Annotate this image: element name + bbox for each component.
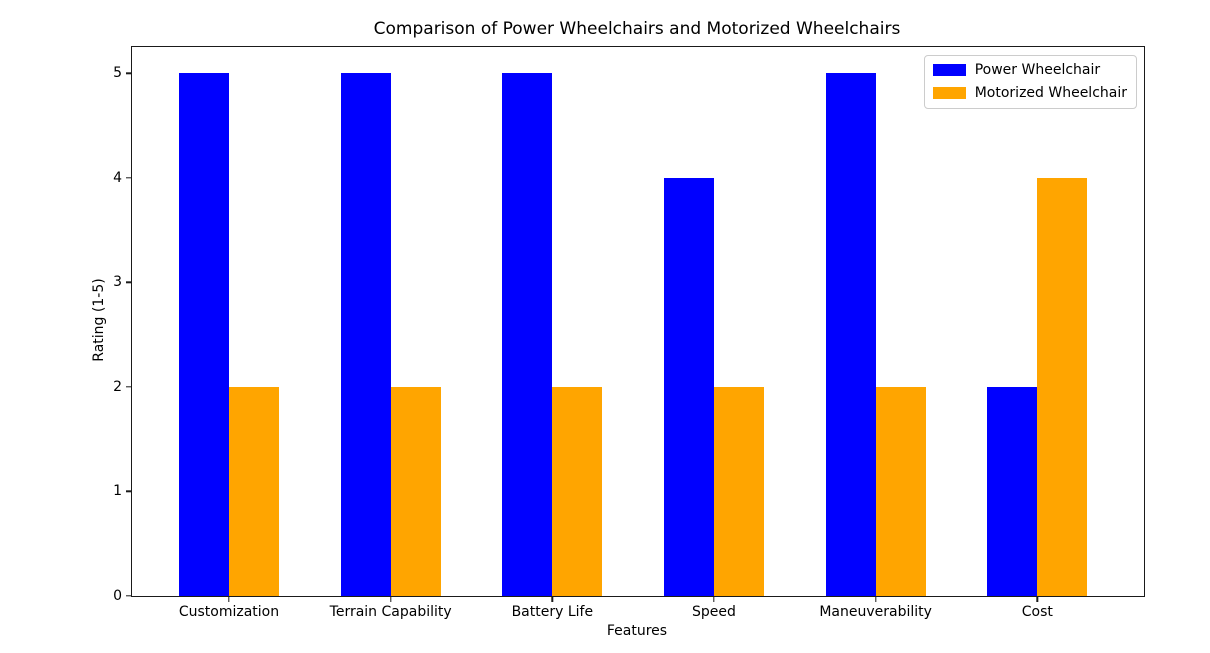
y-tick-label: 1 xyxy=(113,483,122,500)
y-tick xyxy=(126,490,131,493)
y-tick-label: 5 xyxy=(113,65,122,82)
y-tick xyxy=(126,386,131,388)
bar xyxy=(340,73,391,596)
plot-area: 0 1 2 3 4 5 Customization Terrain Capability Ba… xyxy=(113,46,1145,619)
x-axis-label: Features xyxy=(606,623,668,639)
x-tick xyxy=(228,597,230,602)
x-tick xyxy=(713,597,715,602)
x-tick-label: Cost xyxy=(1021,604,1053,620)
bar xyxy=(390,386,441,596)
x-tick xyxy=(1036,597,1038,602)
legend-item: Power Wheelchair xyxy=(932,62,1127,79)
bar xyxy=(228,386,280,596)
legend-item: Motorized Wheelchair xyxy=(932,84,1127,102)
bar xyxy=(825,73,876,596)
y-tick xyxy=(126,72,131,74)
x-tick xyxy=(389,597,392,602)
bar xyxy=(178,73,229,596)
y-tick-label: 2 xyxy=(113,378,122,395)
y-axis-label: Rating (1-5) xyxy=(91,278,107,362)
x-tick-label: Maneuverability xyxy=(819,604,932,620)
bar xyxy=(1037,177,1088,596)
bar xyxy=(713,386,765,596)
bar xyxy=(875,386,926,596)
x-tick-label: Battery Life xyxy=(511,604,594,620)
legend-label: Power Wheelchair xyxy=(974,62,1101,78)
bar xyxy=(552,386,603,596)
legend-swatch xyxy=(932,64,966,77)
bar xyxy=(987,386,1038,596)
legend: Power Wheelchair Motorized Wheelchair xyxy=(923,55,1137,109)
x-tick xyxy=(874,597,877,602)
legend-label: Motorized Wheelchair xyxy=(974,84,1127,101)
x-tick-label: Speed xyxy=(692,604,736,620)
y-tick xyxy=(126,177,131,179)
y-tick xyxy=(126,281,131,283)
x-tick-label: Customization xyxy=(178,604,280,620)
x-tick xyxy=(551,597,554,602)
y-tick-label: 4 xyxy=(113,169,122,186)
bar xyxy=(502,73,553,596)
y-tick xyxy=(126,595,131,597)
chart-title: Comparison of Power Wheelchairs and Moto… xyxy=(373,19,901,39)
y-tick-label: 3 xyxy=(113,274,122,291)
legend-swatch xyxy=(932,87,966,100)
y-tick-label: 0 xyxy=(113,588,122,604)
x-tick-label: Terrain Capability xyxy=(329,604,452,620)
bar xyxy=(663,177,714,596)
